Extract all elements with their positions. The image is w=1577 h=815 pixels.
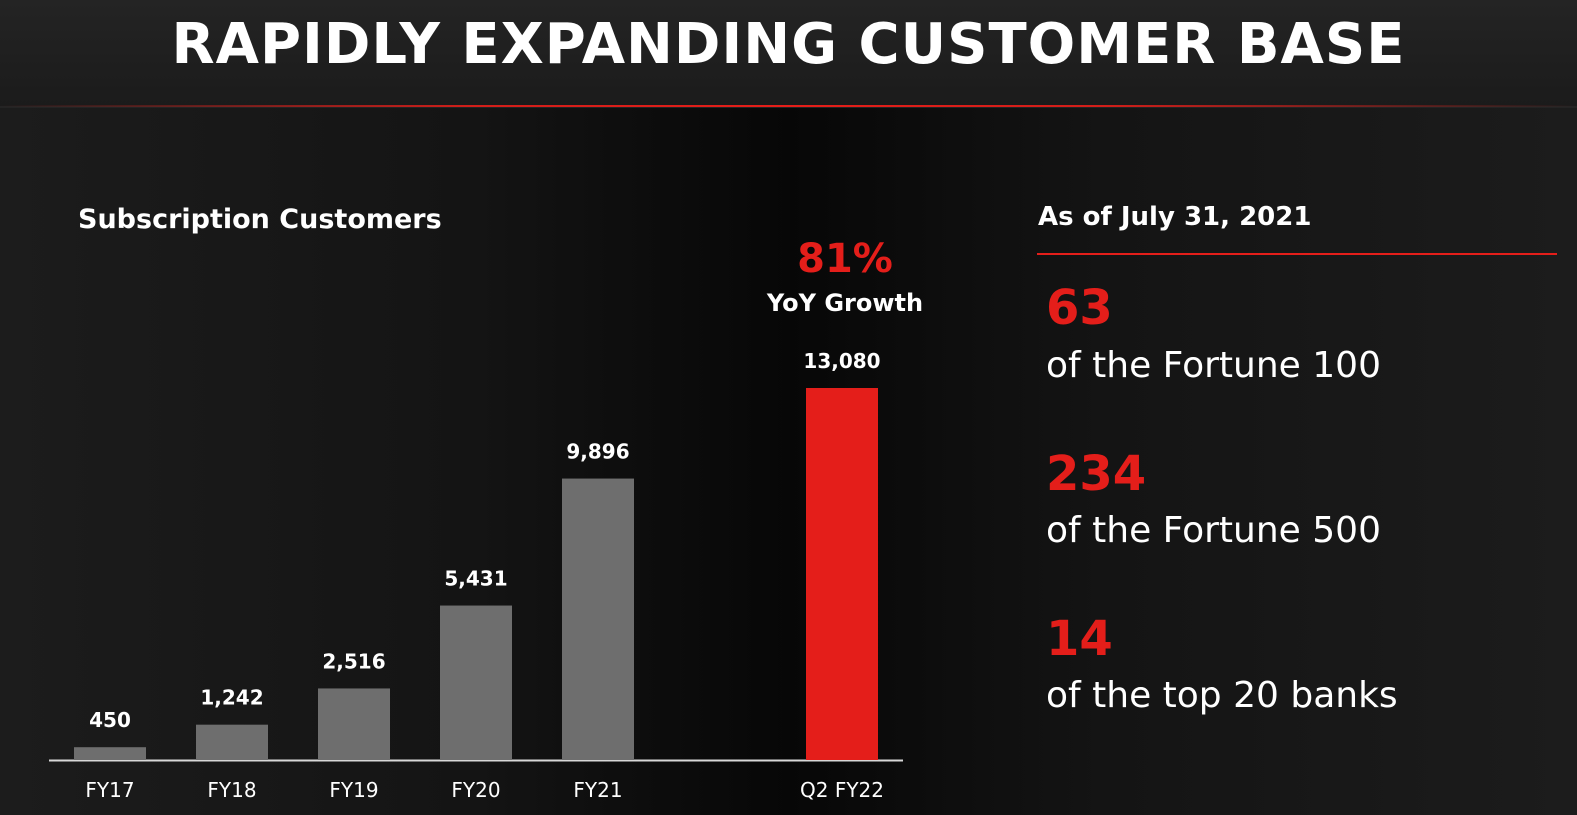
x-tick-label: FY17: [85, 778, 134, 802]
data-label: 450: [89, 708, 131, 732]
data-label: 1,242: [200, 686, 263, 710]
growth-label: YoY Growth: [766, 289, 924, 317]
stat-fortune500-label: of the Fortune 500: [1046, 510, 1381, 551]
bar-fy18: [196, 724, 268, 760]
bar-fy17: [74, 747, 146, 760]
header-divider: [0, 105, 1577, 107]
data-label: 9,896: [566, 440, 629, 464]
header-band: [0, 0, 1577, 108]
stat-banks-label: of the top 20 banks: [1046, 675, 1398, 716]
bar-fy21: [562, 478, 634, 760]
x-tick-label: FY21: [573, 778, 622, 802]
bar-fy20: [440, 605, 512, 760]
x-tick-label: FY18: [207, 778, 256, 802]
growth-percent: 81%: [797, 236, 893, 282]
stat-fortune500-value: 234: [1046, 446, 1147, 502]
bar-q2-fy22: [806, 388, 878, 760]
bar-fy19: [318, 688, 390, 760]
page-title: RAPIDLY EXPANDING CUSTOMER BASE: [171, 12, 1406, 77]
chart-title: Subscription Customers: [78, 204, 442, 235]
stat-banks-value: 14: [1046, 611, 1113, 667]
data-label: 2,516: [322, 649, 385, 673]
x-tick-label: Q2 FY22: [800, 778, 884, 802]
bar-chart: 450 FY17 1,242 FY18 2,516 FY19 5,431 FY20 9,896 F…: [49, 349, 903, 802]
stat-fortune100-label: of the Fortune 100: [1046, 345, 1381, 386]
stat-fortune100-value: 63: [1046, 280, 1113, 336]
as-of-divider: [1037, 253, 1557, 255]
as-of-date: As of July 31, 2021: [1038, 202, 1312, 232]
data-label: 13,080: [803, 349, 880, 373]
data-label: 5,431: [444, 567, 507, 591]
x-tick-label: FY19: [329, 778, 378, 802]
x-tick-label: FY20: [451, 778, 500, 802]
